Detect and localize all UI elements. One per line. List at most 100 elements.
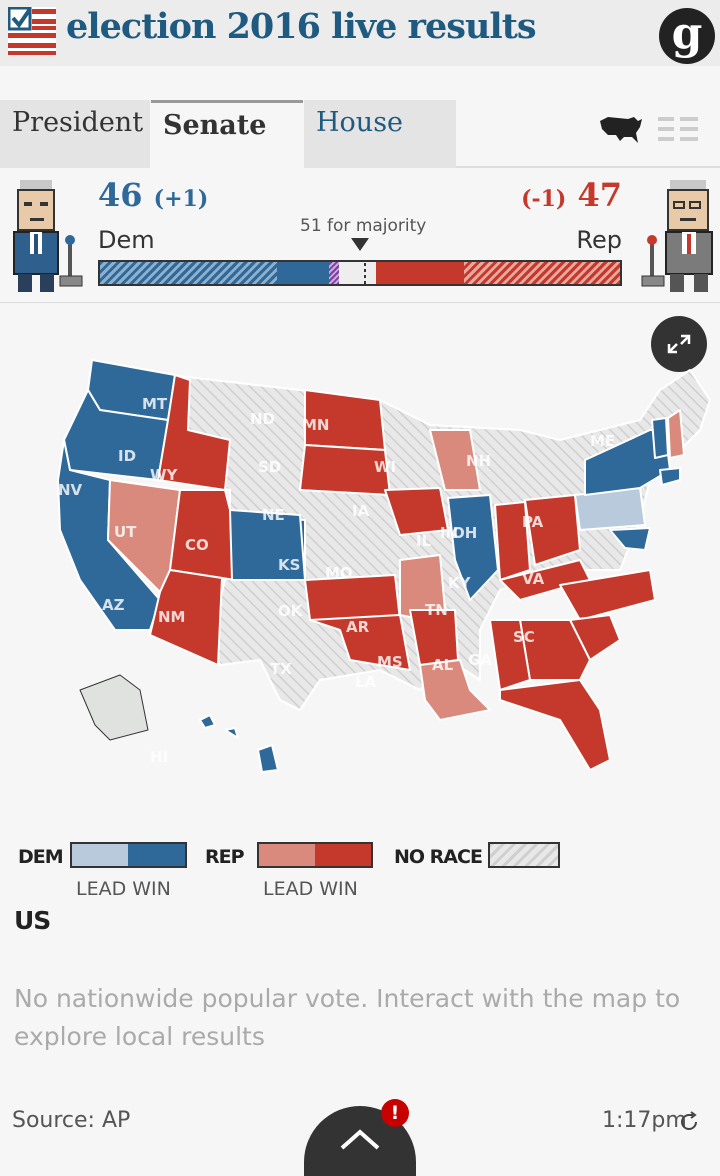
state-label: KY bbox=[448, 574, 472, 592]
state-il bbox=[447, 494, 499, 601]
state-label: CO bbox=[185, 536, 209, 554]
state-md bbox=[609, 527, 651, 551]
tab-divider bbox=[456, 166, 720, 168]
majority-arrow-icon bbox=[351, 238, 369, 251]
expand-map-button[interactable] bbox=[651, 316, 707, 372]
update-time: 1:17pm bbox=[602, 1108, 687, 1133]
logo-letter: g bbox=[671, 8, 703, 59]
state-label: ME bbox=[590, 432, 615, 450]
state-vt bbox=[651, 417, 669, 459]
state-label: MN bbox=[302, 416, 329, 434]
state-la bbox=[419, 659, 491, 721]
tab-house[interactable]: House bbox=[304, 100, 456, 168]
expand-icon bbox=[667, 334, 691, 354]
alert-badge[interactable]: ! bbox=[381, 1099, 409, 1127]
state-ca bbox=[57, 439, 161, 631]
state-nc bbox=[559, 569, 656, 621]
seat-bar bbox=[98, 260, 622, 286]
legend-rep-swatch bbox=[257, 842, 373, 868]
state-label: ID bbox=[118, 447, 136, 465]
seat-segment-dem-hatched bbox=[100, 262, 277, 284]
tab-senate[interactable]: Senate bbox=[151, 100, 303, 168]
dem-change: (+1) bbox=[153, 186, 209, 212]
state-in bbox=[494, 501, 531, 581]
state-label: SC bbox=[513, 628, 535, 646]
state-ok bbox=[309, 614, 411, 671]
list-icon[interactable] bbox=[658, 116, 698, 142]
state-label: IA bbox=[352, 502, 370, 520]
state-label: UT bbox=[114, 523, 137, 541]
state-label: IL bbox=[416, 532, 432, 550]
majority-marker bbox=[364, 262, 367, 284]
rep-seats: 47 bbox=[577, 176, 622, 214]
dem-seat-count: 46 (+1) bbox=[98, 176, 208, 214]
refresh-icon[interactable] bbox=[678, 1111, 700, 1133]
legend-norace-label: NO RACE bbox=[394, 846, 483, 868]
state-label: PA bbox=[522, 513, 544, 531]
seat-segment-undecided bbox=[339, 262, 376, 284]
tab-president[interactable]: President bbox=[0, 100, 150, 168]
popular-vote-note: No nationwide popular vote. Interact wit… bbox=[14, 984, 681, 1051]
state-label: AZ bbox=[102, 596, 125, 614]
us-senate-map[interactable]: ID WY UT CO KS MO AZ NM OK AR TN MS AL G… bbox=[0, 330, 720, 800]
legend-rep-label: REP bbox=[205, 846, 245, 868]
state-label: NV bbox=[58, 481, 83, 499]
dem-label: Dem bbox=[98, 226, 155, 254]
state-ia bbox=[384, 487, 449, 536]
state-label: WI bbox=[374, 458, 396, 476]
dem-candidate-avatar bbox=[13, 180, 83, 292]
state-nh bbox=[667, 409, 685, 459]
state-label: NH bbox=[466, 452, 491, 470]
state-label: NM bbox=[158, 608, 185, 626]
state-hi bbox=[199, 714, 279, 773]
rep-candidate-avatar bbox=[641, 180, 713, 292]
legend-rep-sub: LEAD WIN bbox=[263, 878, 358, 900]
rep-change: (-1) bbox=[521, 186, 567, 212]
tab-label: House bbox=[316, 107, 404, 138]
state-label: NE bbox=[262, 506, 285, 524]
state-label: MO bbox=[325, 564, 353, 582]
seat-summary: 46 (+1) Dem 51 for majority (-1) 47 Rep bbox=[0, 168, 720, 303]
guardian-logo[interactable]: g bbox=[659, 8, 715, 64]
tab-label: Senate bbox=[163, 110, 267, 141]
us-map-icon[interactable] bbox=[598, 113, 644, 145]
seat-segment-rep-hatched bbox=[464, 262, 620, 284]
state-label: TN bbox=[425, 601, 448, 619]
state-label: HI bbox=[150, 748, 168, 766]
seat-segment-rep-win bbox=[375, 262, 464, 284]
page-title: election 2016 live results bbox=[66, 6, 537, 47]
state-ct bbox=[659, 467, 681, 486]
majority-label: 51 for majority bbox=[300, 216, 427, 236]
state-fl bbox=[499, 679, 611, 771]
race-tabs: President Senate House bbox=[0, 100, 720, 168]
state-labels: ID WY UT CO KS MO AZ NM OK AR TN MS AL G… bbox=[58, 395, 615, 766]
state-wi bbox=[429, 429, 481, 491]
state-label: AL bbox=[432, 656, 454, 674]
state-label: OH bbox=[452, 524, 477, 542]
state-label: VA bbox=[522, 570, 545, 588]
state-id bbox=[157, 374, 231, 491]
state-label: AR bbox=[346, 618, 370, 636]
state-label: WY bbox=[150, 466, 179, 484]
map-legend: DEM REP NO RACE LEAD WIN LEAD WIN bbox=[0, 840, 720, 900]
legend-dem-sub: LEAD WIN bbox=[76, 878, 171, 900]
seat-segment-other bbox=[328, 262, 340, 284]
state-label: GA bbox=[468, 651, 492, 669]
state-al bbox=[489, 619, 531, 691]
state-label: ND bbox=[250, 410, 275, 428]
legend-norace-swatch bbox=[488, 842, 560, 868]
state-label: SD bbox=[258, 458, 281, 476]
flag-checkbox-icon bbox=[8, 7, 56, 55]
legend-dem-label: DEM bbox=[18, 846, 64, 868]
rep-seat-count: (-1) 47 bbox=[521, 176, 622, 214]
state-label: KS bbox=[278, 556, 300, 574]
state-oh bbox=[524, 494, 581, 566]
dem-seats: 46 bbox=[98, 176, 143, 214]
state-label: LA bbox=[355, 673, 377, 691]
state-label: OK bbox=[278, 602, 304, 620]
state-az bbox=[149, 569, 223, 666]
state-label: MT bbox=[142, 395, 168, 413]
app-header: election 2016 live results g bbox=[0, 0, 720, 66]
state-label: TX bbox=[270, 660, 292, 678]
state-ak bbox=[79, 674, 149, 741]
